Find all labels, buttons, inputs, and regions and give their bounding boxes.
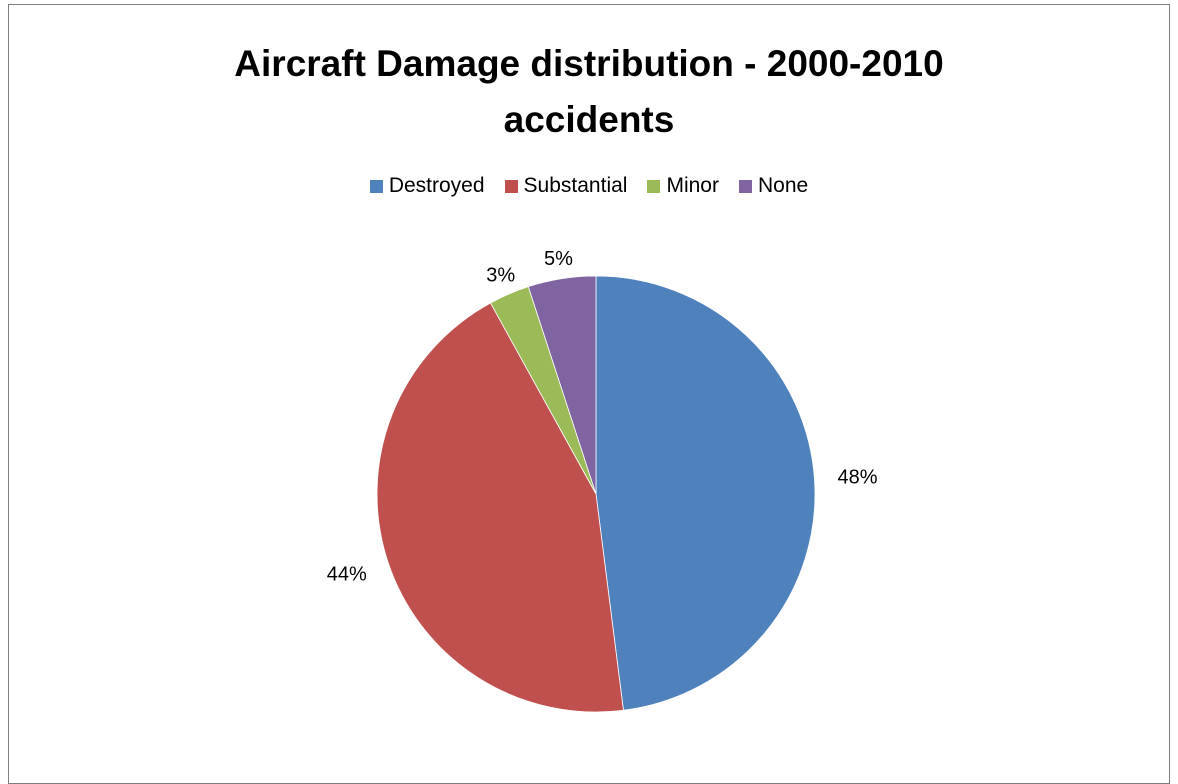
pie-slice-none bbox=[527, 275, 597, 495]
data-label-minor: 3% bbox=[486, 265, 515, 287]
data-label-none: 5% bbox=[544, 248, 573, 270]
chart-title-line-2: accidents bbox=[503, 99, 675, 140]
legend-item-substantial: Substantial bbox=[504, 174, 628, 198]
legend-swatch-minor bbox=[647, 179, 661, 193]
legend-swatch-destroyed bbox=[369, 179, 383, 193]
legend-label-substantial: Substantial bbox=[523, 174, 628, 197]
pie-slice-substantial bbox=[376, 302, 624, 713]
legend-label-minor: Minor bbox=[666, 174, 719, 197]
legend-item-none: None bbox=[738, 174, 809, 198]
data-label-substantial: 44% bbox=[327, 563, 367, 585]
chart-title-line-1: Aircraft Damage distribution - 2000-2010 bbox=[234, 43, 944, 84]
chart-title: Aircraft Damage distribution - 2000-2010… bbox=[0, 36, 1178, 148]
chart-legend: Destroyed Substantial Minor None bbox=[0, 174, 1178, 198]
legend-item-destroyed: Destroyed bbox=[369, 174, 485, 198]
legend-swatch-substantial bbox=[504, 179, 518, 193]
legend-label-destroyed: Destroyed bbox=[388, 174, 485, 197]
data-label-destroyed: 48% bbox=[837, 467, 877, 489]
legend-label-none: None bbox=[757, 174, 809, 197]
legend-item-minor: Minor bbox=[647, 174, 719, 198]
pie-slice-destroyed bbox=[595, 275, 816, 711]
legend-swatch-none bbox=[738, 179, 752, 193]
